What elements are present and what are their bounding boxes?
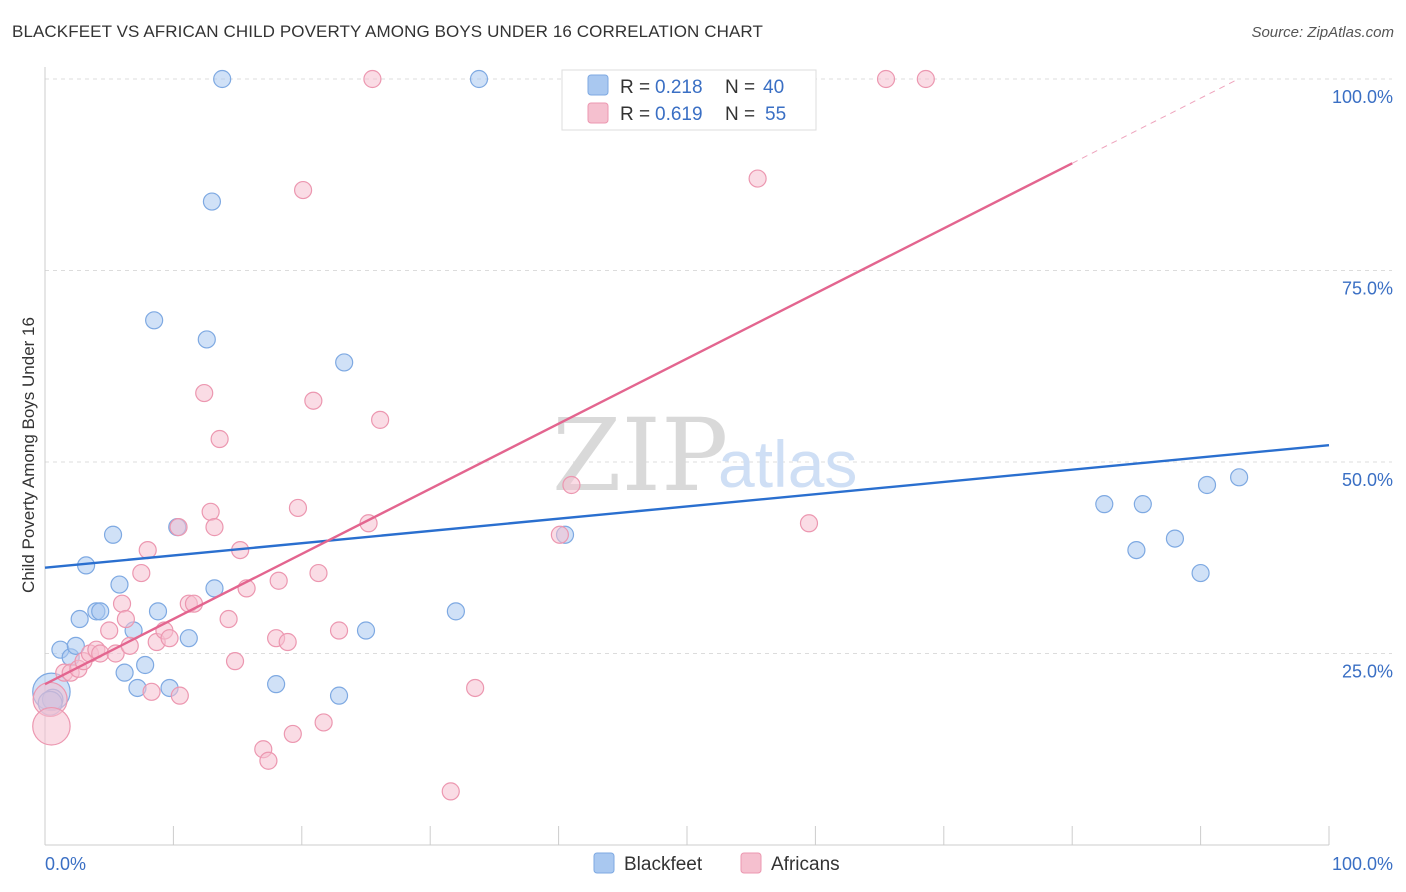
point-blackfeet-20 bbox=[197, 330, 216, 349]
point-blackfeet-5 bbox=[70, 609, 89, 629]
y-axis-label: Child Poverty Among Boys Under 16 bbox=[19, 317, 38, 593]
point-africans-42 bbox=[314, 713, 333, 732]
bottom-legend-label-africans: Africans bbox=[771, 854, 840, 875]
point-africans-54 bbox=[916, 69, 935, 89]
point-africans-41 bbox=[309, 563, 328, 583]
legend-n-label-blackfeet: N = bbox=[725, 77, 755, 98]
point-africans-51 bbox=[748, 169, 767, 188]
point-blackfeet-25 bbox=[329, 686, 349, 705]
y-tick-label-3: 100.0% bbox=[1332, 87, 1393, 107]
point-africans-24 bbox=[195, 383, 214, 403]
point-africans-35 bbox=[269, 571, 288, 590]
point-africans-14 bbox=[132, 563, 151, 583]
point-africans-37 bbox=[283, 724, 302, 744]
x-tick-label-0: 0.0% bbox=[45, 854, 86, 874]
point-africans-53 bbox=[876, 69, 896, 89]
point-blackfeet-4 bbox=[66, 636, 85, 655]
point-africans-48 bbox=[466, 678, 485, 698]
trend-line-africans bbox=[44, 162, 1073, 686]
legend-r-value-blackfeet: 0.218 bbox=[655, 77, 703, 98]
point-blackfeet-35 bbox=[1165, 529, 1185, 548]
point-blackfeet-24 bbox=[267, 675, 286, 694]
point-africans-19 bbox=[160, 629, 179, 648]
y-tick-labels: 25.0% 50.0% 75.0% 100.0% bbox=[1332, 87, 1393, 682]
point-africans-21 bbox=[170, 686, 189, 705]
trend-line-blackfeet bbox=[44, 443, 1330, 569]
point-blackfeet-19 bbox=[179, 629, 198, 648]
legend-n-label-africans: N = bbox=[725, 104, 755, 125]
legend-r-label-blackfeet: R = bbox=[620, 77, 650, 98]
point-africans-38 bbox=[288, 498, 308, 518]
point-africans-27 bbox=[210, 429, 229, 449]
legend-r-label-africans: R = bbox=[620, 104, 650, 125]
point-africans-28 bbox=[219, 609, 238, 629]
point-blackfeet-27 bbox=[356, 621, 376, 640]
watermark-zip: ZIP bbox=[552, 397, 728, 514]
legend-n-value-blackfeet: 40 bbox=[763, 77, 784, 98]
point-africans-15 bbox=[138, 540, 157, 560]
y-tick-label-1: 50.0% bbox=[1342, 470, 1393, 490]
source-credit: Source: ZipAtlas.com bbox=[1251, 24, 1394, 41]
point-africans-40 bbox=[304, 391, 323, 410]
legend-swatch-blackfeet bbox=[587, 74, 609, 96]
y-tick-label-2: 75.0% bbox=[1342, 279, 1393, 299]
legend-r-value-africans: 0.619 bbox=[655, 104, 703, 125]
point-africans-46 bbox=[371, 410, 390, 429]
point-blackfeet-38 bbox=[1230, 468, 1249, 487]
point-blackfeet-37 bbox=[1197, 475, 1217, 495]
point-blackfeet-21 bbox=[202, 192, 222, 211]
point-blackfeet-34 bbox=[1133, 495, 1152, 514]
bottom-legend: Blackfeet Africans bbox=[593, 852, 840, 875]
bottom-legend-swatch-africans bbox=[740, 852, 762, 874]
point-africans-1 bbox=[32, 706, 71, 746]
point-africans-52 bbox=[799, 514, 819, 533]
grid-lines bbox=[45, 78, 1392, 654]
x-tick-label-1: 100.0% bbox=[1332, 854, 1393, 874]
bottom-legend-label-blackfeet: Blackfeet bbox=[624, 854, 703, 875]
point-blackfeet-36 bbox=[1191, 563, 1210, 583]
point-africans-29 bbox=[225, 652, 245, 671]
point-africans-39 bbox=[293, 180, 313, 200]
point-africans-9 bbox=[100, 621, 119, 640]
point-blackfeet-28 bbox=[446, 602, 465, 621]
point-africans-50 bbox=[562, 475, 581, 495]
watermark-atlas: atlas bbox=[718, 427, 857, 501]
point-blackfeet-29 bbox=[469, 69, 489, 89]
point-africans-20 bbox=[169, 518, 188, 537]
point-africans-43 bbox=[329, 621, 349, 640]
point-africans-25 bbox=[201, 502, 220, 521]
point-blackfeet-23 bbox=[213, 69, 232, 89]
point-blackfeet-9 bbox=[103, 525, 123, 544]
bottom-legend-swatch-blackfeet bbox=[593, 852, 615, 874]
point-blackfeet-10 bbox=[110, 575, 129, 594]
legend-n-value-africans: 55 bbox=[765, 104, 786, 125]
point-africans-26 bbox=[205, 518, 224, 537]
point-blackfeet-33 bbox=[1127, 540, 1146, 560]
point-blackfeet-14 bbox=[136, 655, 155, 675]
data-points bbox=[32, 69, 1249, 801]
point-africans-33 bbox=[259, 751, 278, 770]
point-africans-49 bbox=[550, 525, 569, 544]
legend-box: R = 0.218 N = 40 R = 0.619 N = 55 bbox=[561, 69, 817, 131]
point-africans-45 bbox=[363, 69, 382, 89]
point-africans-16 bbox=[142, 682, 161, 701]
y-tick-label-0: 25.0% bbox=[1342, 662, 1393, 682]
point-blackfeet-8 bbox=[91, 602, 110, 621]
point-africans-11 bbox=[112, 594, 132, 613]
point-blackfeet-16 bbox=[148, 602, 168, 621]
point-blackfeet-32 bbox=[1095, 495, 1114, 514]
legend-swatch-africans bbox=[587, 102, 609, 124]
point-blackfeet-11 bbox=[115, 663, 134, 682]
trend-lines bbox=[44, 78, 1330, 686]
trend-line-extension-africans bbox=[1071, 78, 1239, 164]
point-blackfeet-15 bbox=[145, 311, 164, 330]
point-africans-36 bbox=[278, 632, 297, 652]
x-tick-labels: 0.0% 100.0% bbox=[45, 854, 1393, 874]
point-blackfeet-26 bbox=[335, 353, 354, 372]
point-africans-47 bbox=[441, 782, 460, 801]
point-africans-12 bbox=[116, 609, 135, 629]
chart-title: BLACKFEET VS AFRICAN CHILD POVERTY AMONG… bbox=[12, 22, 763, 41]
